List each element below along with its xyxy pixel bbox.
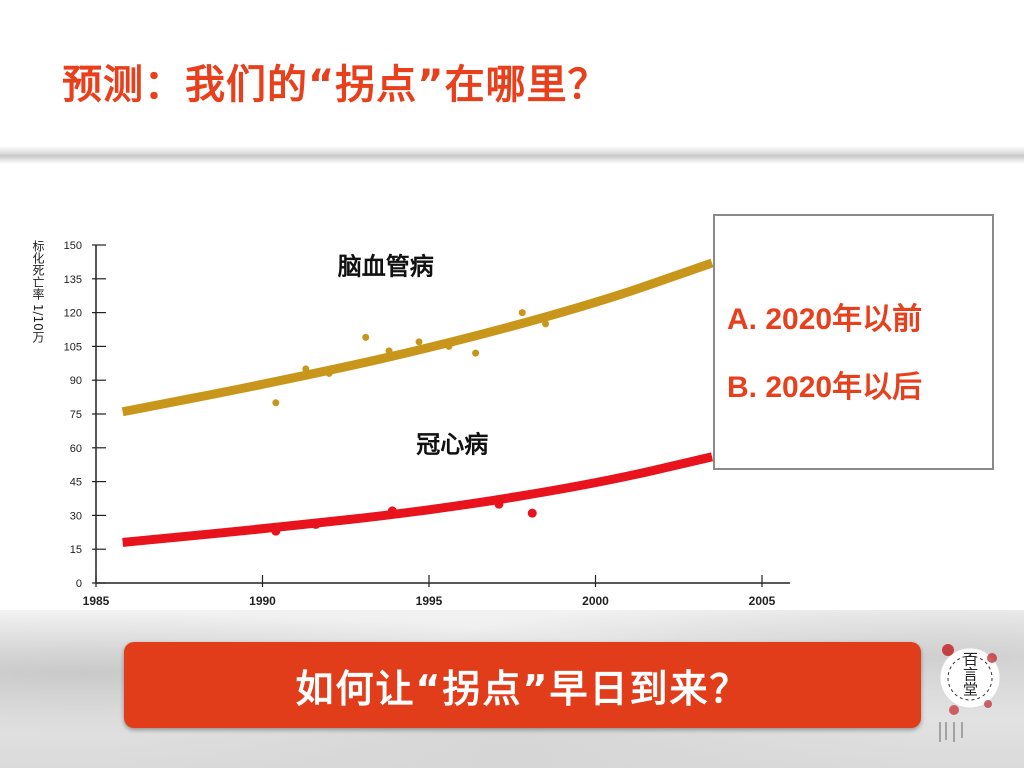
y-tick-label: 45 — [70, 477, 82, 489]
series-label-cerebrovascular: 脑血管病 — [337, 252, 434, 280]
y-tick-label: 30 — [70, 510, 82, 522]
data-point-cerebrovascular — [272, 399, 280, 407]
data-point-cerebrovascular — [302, 365, 310, 373]
x-tick-label: 1990 — [249, 594, 276, 608]
brush-stroke-divider — [0, 146, 1024, 164]
data-point-coronary — [311, 519, 321, 529]
x-tick-label: 1995 — [416, 594, 443, 608]
data-point-coronary — [271, 526, 281, 536]
seal-logo-icon: 百言堂 — [939, 644, 1001, 742]
y-tick-label: 90 — [70, 375, 82, 387]
data-point-cerebrovascular — [362, 333, 370, 341]
answer-option-a[interactable]: A. 2020年以前 — [727, 303, 923, 336]
data-point-coronary — [527, 508, 537, 518]
data-point-coronary — [387, 506, 397, 516]
data-point-cerebrovascular — [472, 349, 480, 357]
x-tick-label: 1985 — [83, 594, 110, 608]
logo-text: 百言堂 — [961, 652, 979, 697]
series-label-coronary: 冠心病 — [416, 430, 488, 458]
data-point-cerebrovascular — [325, 369, 333, 377]
y-tick-label: 135 — [64, 274, 82, 286]
slide-title: 预测：我们的“拐点”在哪里？ — [62, 62, 609, 108]
y-tick-label: 15 — [70, 544, 82, 556]
y-tick-label: 60 — [70, 443, 82, 455]
data-point-cerebrovascular — [415, 338, 423, 346]
question-banner: 如何让“拐点”早日到来？ — [124, 642, 921, 728]
trend-line-cerebrovascular — [121, 258, 714, 417]
answer-option-b[interactable]: B. 2020年以后 — [727, 371, 923, 404]
y-tick-label: 105 — [64, 341, 82, 353]
x-tick-label: 2000 — [582, 594, 609, 608]
trend-line-coronary — [122, 452, 714, 547]
data-point-coronary — [494, 499, 504, 509]
y-tick-label: 120 — [64, 308, 82, 320]
y-axis-label: 标化死亡率 1/10万 — [31, 240, 45, 343]
y-tick-label: 150 — [64, 240, 82, 252]
data-point-cerebrovascular — [445, 342, 453, 350]
y-tick-label: 0 — [76, 578, 82, 590]
banner-text: 如何让“拐点”早日到来？ — [295, 666, 750, 711]
data-point-cerebrovascular — [385, 347, 393, 355]
data-point-cerebrovascular — [518, 309, 526, 317]
answer-box: A. 2020年以前 B. 2020年以后 — [713, 214, 994, 470]
y-tick-label: 75 — [70, 409, 82, 421]
x-tick-label: 2005 — [749, 594, 776, 608]
data-point-cerebrovascular — [542, 320, 550, 328]
